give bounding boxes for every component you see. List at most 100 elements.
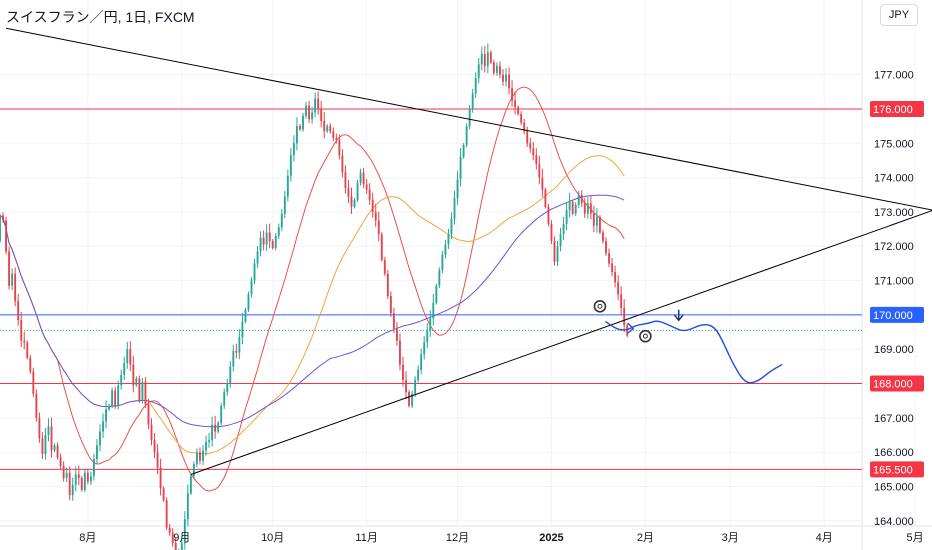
price-level-label: 168.000	[873, 379, 913, 391]
y-tick-label: 174.000	[874, 173, 914, 185]
candle-body	[171, 532, 174, 544]
candle-body	[202, 450, 204, 461]
price-axis[interactable]: 177.000 175.000 174.000 173.000 172.000 171.0…	[870, 70, 924, 528]
candle-body	[614, 271, 617, 283]
candle-body	[305, 105, 307, 116]
candle-body	[83, 472, 86, 490]
candle-body	[462, 144, 465, 158]
candle-body	[29, 357, 32, 372]
candle-body	[238, 337, 241, 353]
candle-body	[377, 220, 380, 235]
candle-body	[268, 232, 271, 242]
symbol-title[interactable]: スイスフラン／円, 1日, FXCM	[6, 9, 195, 25]
candle-body	[38, 417, 41, 439]
price-level-label-bg	[870, 100, 924, 117]
candle-body	[235, 350, 238, 353]
candle-body	[441, 254, 444, 271]
y-tick-label: 171.000	[874, 276, 914, 288]
candle-body	[571, 201, 574, 214]
candle-body	[517, 107, 520, 115]
candle-body	[423, 342, 426, 355]
candle-body	[620, 294, 623, 309]
candle-body	[456, 179, 459, 199]
y-tick-label: 166.000	[874, 447, 914, 459]
currency-button[interactable]: JPY	[880, 4, 918, 26]
candle-body	[165, 500, 168, 528]
candle-body	[23, 340, 26, 343]
candle-body	[183, 519, 186, 544]
candle-body	[265, 232, 268, 245]
candle-body	[471, 93, 474, 109]
candle-body	[532, 148, 535, 156]
candle-body	[135, 378, 138, 386]
candle-body	[138, 378, 141, 401]
candle-body	[180, 543, 183, 550]
candle-body	[589, 203, 592, 214]
candle-body	[292, 143, 295, 156]
candle-body	[299, 126, 301, 130]
trendlines[interactable]	[5, 27, 932, 475]
candle-body	[368, 189, 371, 200]
candle-body	[514, 100, 517, 108]
candle-body	[565, 210, 568, 224]
candle-body	[468, 108, 471, 127]
candle-body	[399, 340, 401, 365]
candle-body	[405, 380, 407, 393]
candle-body	[574, 205, 577, 214]
candle-body	[89, 476, 92, 482]
candle-body	[450, 218, 453, 235]
candle-body	[17, 301, 20, 321]
candle-body	[59, 457, 62, 466]
candle-body	[402, 364, 404, 381]
candle-body	[623, 308, 626, 326]
candle-body	[123, 362, 126, 375]
candle-body	[386, 273, 389, 297]
candle-body	[65, 472, 68, 478]
candle-body	[547, 206, 550, 224]
candle-body	[599, 217, 601, 233]
candle-body	[223, 392, 226, 406]
candle-body	[229, 366, 232, 384]
candle-body	[153, 440, 156, 453]
candle-body	[459, 157, 462, 180]
candle-body	[286, 175, 289, 197]
candle-body	[332, 131, 335, 139]
annotations[interactable]	[593, 300, 783, 384]
x-tick-label: 11月	[355, 532, 377, 544]
x-tick-label: 3月	[722, 532, 739, 544]
candle-body	[480, 54, 483, 65]
candle-body	[417, 369, 420, 381]
candle-body	[408, 392, 410, 406]
candle-body	[68, 472, 71, 496]
x-tick-label: 9月	[173, 532, 190, 544]
marker-circle	[593, 300, 607, 313]
trendline	[5, 27, 932, 211]
candle-body	[562, 223, 565, 235]
candle-body	[50, 426, 53, 451]
candle-body	[335, 138, 338, 140]
candle-body	[350, 196, 353, 207]
candle-body	[250, 280, 253, 295]
price-level-label-bg	[870, 306, 924, 323]
candle-body	[592, 213, 595, 226]
candle-body	[108, 405, 111, 410]
candle-body	[277, 227, 280, 236]
time-axis[interactable]: 8月 9月 10月 11月 12月 2025 2月 3月 4月 5月	[79, 532, 923, 544]
candle-body	[374, 211, 377, 221]
price-level-label: 165.500	[873, 464, 913, 476]
candle-body	[274, 235, 277, 248]
candle-body	[323, 120, 326, 132]
x-tick-label: 4月	[816, 532, 833, 544]
candle-body	[529, 143, 532, 149]
candle-body	[53, 445, 56, 451]
candle-body	[214, 424, 217, 432]
candle-body	[256, 251, 259, 264]
sma-mid-line	[0, 155, 625, 455]
moving-averages	[0, 86, 625, 492]
x-tick-label: 12月	[446, 532, 469, 544]
candle-body	[150, 424, 153, 441]
candle-body	[208, 440, 211, 442]
candle-body	[411, 393, 414, 406]
candle-body	[486, 52, 489, 67]
